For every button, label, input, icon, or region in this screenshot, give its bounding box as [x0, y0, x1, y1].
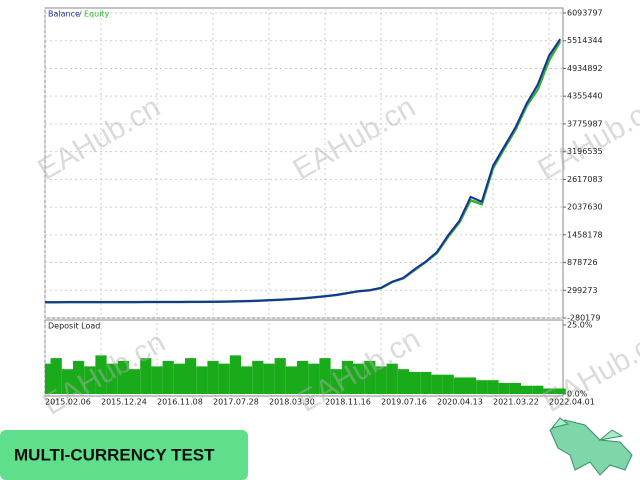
bar: [151, 366, 163, 394]
bar: [532, 385, 544, 394]
y-tick-label: 4355440: [567, 92, 603, 101]
bar: [297, 360, 309, 394]
bar: [274, 358, 286, 394]
x-tick-label: 2019.07.16: [381, 398, 427, 407]
bar: [330, 369, 342, 394]
bar: [173, 363, 185, 394]
bar: [375, 366, 387, 394]
legend-balance: Balance: [48, 10, 80, 19]
bar: [95, 355, 107, 394]
bar: [353, 363, 365, 394]
x-tick-label: 2021.03.22: [493, 398, 539, 407]
bar: [409, 371, 421, 394]
marks: [45, 38, 566, 394]
bar: [140, 358, 152, 394]
bar: [241, 366, 253, 394]
legend-separator: /: [79, 10, 82, 19]
bar: [364, 360, 376, 394]
banner-bg: [0, 430, 248, 480]
x-tick-label: 2022.04.01: [549, 398, 595, 407]
bar: [487, 380, 499, 394]
x-tick-label: 2018.03.30: [269, 398, 315, 407]
y-tick-label: 3196535: [567, 147, 603, 156]
bar: [397, 369, 409, 394]
logo: [549, 417, 633, 476]
bar: [129, 369, 141, 394]
series-line: [45, 38, 562, 304]
bar: [117, 360, 129, 394]
bar: [453, 377, 465, 394]
bar: [162, 360, 174, 394]
bar: [386, 363, 398, 394]
y-tick-label: 4934892: [567, 64, 603, 73]
x-tick-label: 2016.11.08: [157, 398, 203, 407]
bar: [50, 358, 62, 394]
bar: [465, 377, 477, 394]
legend-equity: Equity: [84, 10, 110, 19]
x-tick-label: 2017.07.28: [213, 398, 259, 407]
banner-text: MULTI-CURRENCY TEST: [14, 445, 215, 464]
bar: [509, 382, 521, 394]
x-tick-label: 2015.02.06: [45, 398, 91, 407]
y-tick-label: 6093797: [567, 9, 603, 18]
bar: [106, 363, 118, 394]
bar: [498, 382, 510, 394]
main-panel: [44, 7, 564, 319]
bar: [185, 358, 197, 394]
grid: [44, 8, 566, 396]
bar: [431, 374, 443, 394]
bar: [285, 366, 297, 394]
bar: [73, 360, 85, 394]
x-tick-label: 2018.11.16: [325, 398, 371, 407]
bar: [207, 360, 219, 394]
bar: [263, 363, 275, 394]
bar: [319, 358, 331, 394]
bar: [341, 360, 353, 394]
y-tick-label: 2037630: [567, 203, 603, 212]
bar: [218, 363, 230, 394]
x-tick-label: 2020.04.13: [437, 398, 483, 407]
y-tick-label: 3775987: [567, 119, 603, 128]
y-tick-label: 25.0%: [567, 321, 593, 330]
bar: [308, 363, 320, 394]
y-tick-label: -280179: [567, 314, 600, 323]
bar: [476, 380, 488, 394]
bar: [521, 385, 533, 394]
bar: [229, 355, 241, 394]
bar: [252, 360, 264, 394]
load-title: Deposit Load: [48, 322, 100, 331]
y-tick-label: 5514344: [567, 36, 603, 45]
bar: [84, 366, 96, 394]
bar: [420, 371, 432, 394]
y-tick-label: 299273: [567, 286, 598, 295]
x-tick-label: 2015.12.24: [101, 398, 147, 407]
y-tick-label: 1458178: [567, 230, 603, 239]
bar: [554, 388, 566, 394]
bar: [543, 388, 555, 394]
y-tick-label: 878726: [567, 258, 598, 267]
y-tick-label: 2617083: [567, 175, 603, 184]
bar: [196, 366, 208, 394]
bar: [61, 369, 73, 394]
y-tick-label: 0.0%: [567, 390, 588, 399]
bar: [442, 374, 454, 394]
